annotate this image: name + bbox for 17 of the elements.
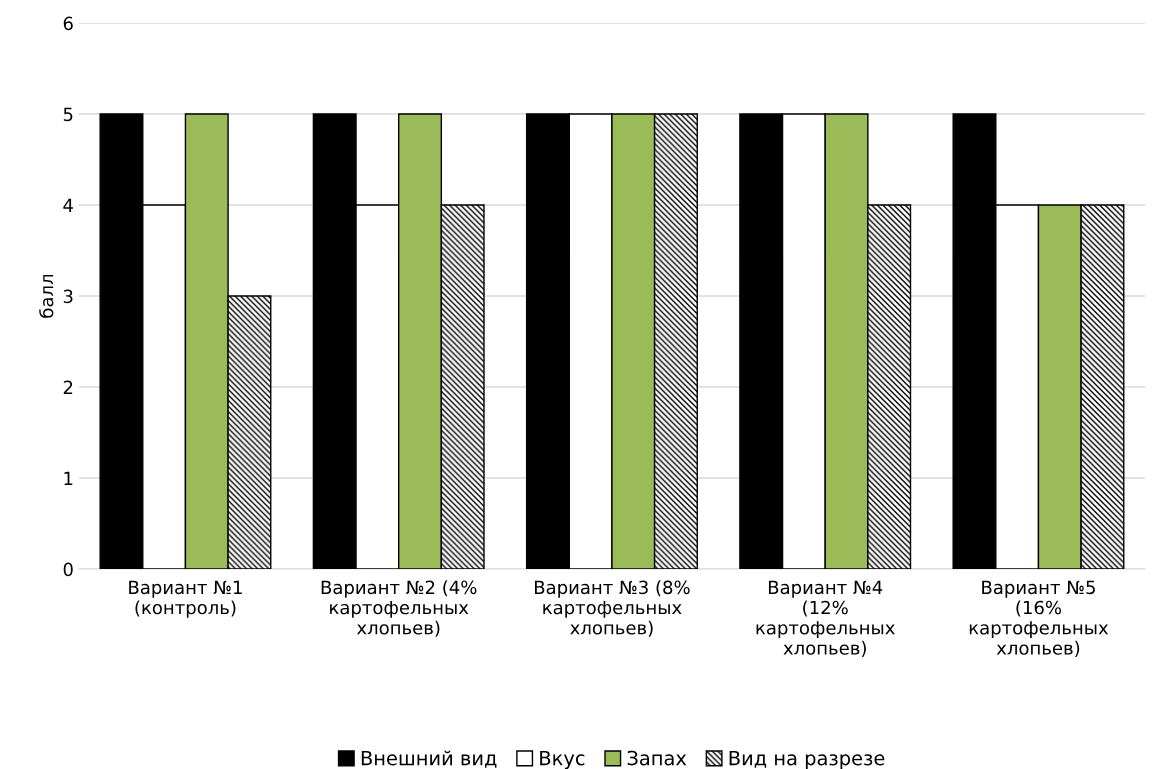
y-axis-title: балл <box>39 274 54 318</box>
legend-label: Вид на разрезе <box>729 750 885 769</box>
y-tick-label: 0 <box>63 562 73 577</box>
y-tick-label: 2 <box>63 380 73 394</box>
x-tick-label: Вариант №1 (контроль) <box>129 580 242 618</box>
legend-label: Запах <box>627 750 687 766</box>
y-tick-label: 6 <box>63 16 73 31</box>
legend-label: Внешний вид <box>361 750 497 768</box>
x-tick-label: Вариант №3 (8% картофельных хлопьев) <box>534 580 690 637</box>
x-tick-label: Вариант №5 (16% картофельных хлопьев) <box>969 580 1109 657</box>
y-tick-label: 1 <box>64 471 73 485</box>
x-tick-label: Вариант №4 (12% картофельных хлопьев) <box>756 580 895 657</box>
legend-label: Вкус <box>540 750 585 769</box>
y-tick-label: 4 <box>63 198 73 212</box>
x-tick-label: Вариант №2 (4% картофельных хлопьев) <box>321 580 477 637</box>
y-tick-label: 3 <box>63 289 73 304</box>
y-tick-label: 5 <box>63 107 73 122</box>
